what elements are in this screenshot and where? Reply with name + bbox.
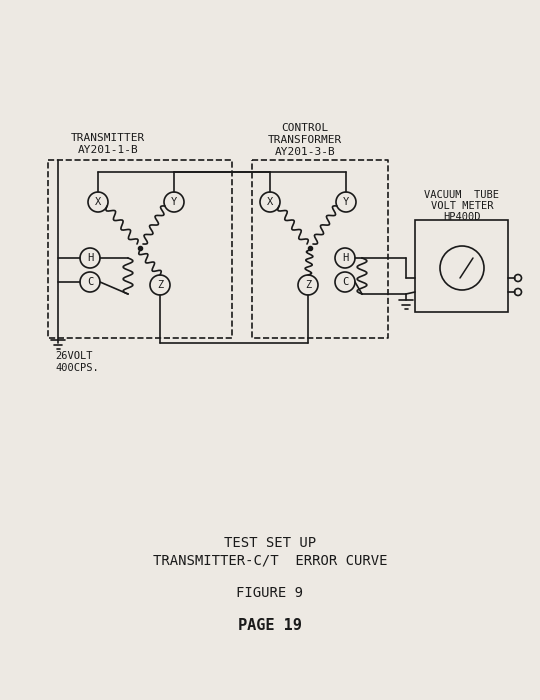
Text: FIGURE 9: FIGURE 9 [237,586,303,600]
Text: Y: Y [343,197,349,207]
Text: Z: Z [157,280,163,290]
Text: Z: Z [305,280,311,290]
Text: TRANSMITTER: TRANSMITTER [71,133,145,143]
Text: AY201-3-B: AY201-3-B [275,147,335,157]
Text: HP400D: HP400D [443,212,481,222]
Text: TRANSMITTER-C/T  ERROR CURVE: TRANSMITTER-C/T ERROR CURVE [153,553,387,567]
Text: X: X [95,197,101,207]
Text: TRANSFORMER: TRANSFORMER [268,135,342,145]
Text: Y: Y [171,197,177,207]
Text: H: H [342,253,348,263]
Text: VACUUM  TUBE: VACUUM TUBE [424,190,500,200]
Bar [415,220,508,312]
Text: TEST SET UP: TEST SET UP [224,536,316,550]
Text: VOLT METER: VOLT METER [431,201,493,211]
Text: C: C [342,277,348,287]
Text: X: X [267,197,273,207]
Text: PAGE 19: PAGE 19 [238,619,302,634]
Text: 400CPS.: 400CPS. [55,363,99,373]
Text: AY201-1-B: AY201-1-B [78,145,138,155]
Text: C: C [87,277,93,287]
Text: CONTROL: CONTROL [281,123,329,133]
Text: H: H [87,253,93,263]
Text: 26VOLT: 26VOLT [55,351,92,361]
